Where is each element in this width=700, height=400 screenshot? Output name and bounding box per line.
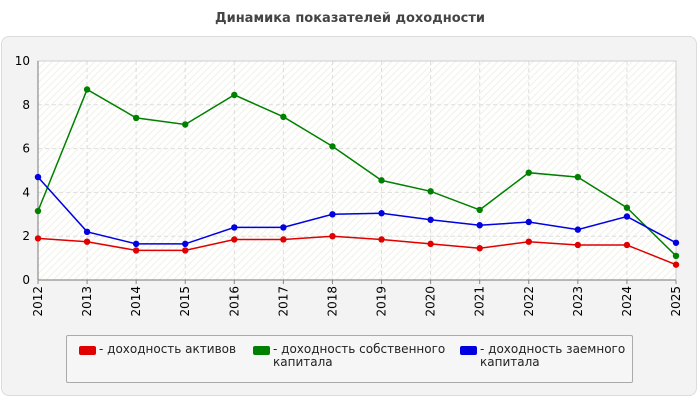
data-point-assets [182,247,189,254]
legend-label-debt: - доходность заемного капитала [480,342,626,369]
x-tick-label: 2012 [31,286,45,317]
data-point-equity [378,177,385,184]
data-point-debt [83,228,91,236]
data-point-assets [231,236,238,243]
x-tick-label: 2025 [669,286,683,317]
data-point-equity [83,86,91,93]
data-point-equity [623,204,631,211]
data-point-debt [182,240,189,248]
data-point-equity [574,173,582,181]
data-point-assets [525,238,532,245]
data-point-equity [525,169,532,176]
data-point-equity [476,206,483,214]
data-point-assets [623,241,631,249]
legend-item-debt: - доходность заемного капитала [460,343,625,369]
x-tick-label: 2017 [276,286,290,317]
legend-swatch-equity [253,346,270,355]
legend-item-assets: - доходность активов [79,343,236,356]
legend-swatch-assets [79,346,96,355]
data-point-assets [476,245,483,252]
x-tick-label: 2014 [129,286,143,317]
legend: - доходность активов - доходность собств… [66,335,633,383]
data-point-equity [34,207,42,215]
data-point-debt [231,224,238,231]
series-line-assets [37,235,677,266]
legend-label-equity: - доходность собственного капитала [273,342,446,369]
y-tick-label: 2 [22,229,30,243]
plot-background [38,61,676,280]
y-tick-label: 4 [22,185,30,199]
data-point-assets [672,261,680,268]
data-point-debt [525,218,532,226]
data-point-assets [34,235,42,242]
legend-swatch-debt [460,346,477,355]
chart-title: Динамика показателей доходности [215,11,485,26]
x-tick-label: 2023 [571,286,585,317]
data-point-debt [34,173,42,181]
series-line-debt [37,176,677,245]
data-point-equity [672,252,680,260]
data-point-debt [574,226,582,233]
x-tick-label: 2018 [325,286,339,317]
data-point-debt [427,216,434,223]
x-tick-label: 2024 [620,286,634,317]
data-point-debt [329,211,336,218]
data-point-equity [182,121,189,128]
data-point-equity [329,143,336,150]
legend-item-equity: - доходность собственного капитала [253,343,445,369]
legend-label-assets: - доходность активов [99,342,237,356]
series-line-equity [37,88,677,257]
data-point-debt [672,239,680,246]
y-tick-label: 8 [22,98,30,112]
data-point-assets [574,241,582,249]
x-tick-label: 2015 [178,286,192,317]
x-tick-label: 2019 [375,286,389,317]
data-point-debt [280,224,287,231]
x-tick-label: 2021 [473,286,487,317]
y-tick-label: 10 [15,54,30,68]
data-point-debt [378,210,385,217]
data-point-assets [83,238,91,245]
y-tick-label: 6 [22,142,30,156]
x-tick-label: 2016 [227,286,241,317]
data-point-equity [280,113,287,121]
data-point-equity [132,114,140,122]
data-point-assets [132,247,140,254]
x-tick-label: 2022 [522,286,536,317]
data-point-equity [231,91,238,99]
x-tick-label: 2020 [424,286,438,317]
data-point-equity [427,188,434,195]
data-point-debt [132,240,140,248]
data-point-assets [280,236,287,243]
x-tick-label: 2013 [80,286,94,317]
data-point-assets [427,240,434,248]
data-point-assets [378,236,385,243]
data-point-assets [329,233,336,240]
data-point-debt [476,222,483,229]
y-tick-label: 0 [22,273,30,287]
data-point-debt [623,213,631,220]
